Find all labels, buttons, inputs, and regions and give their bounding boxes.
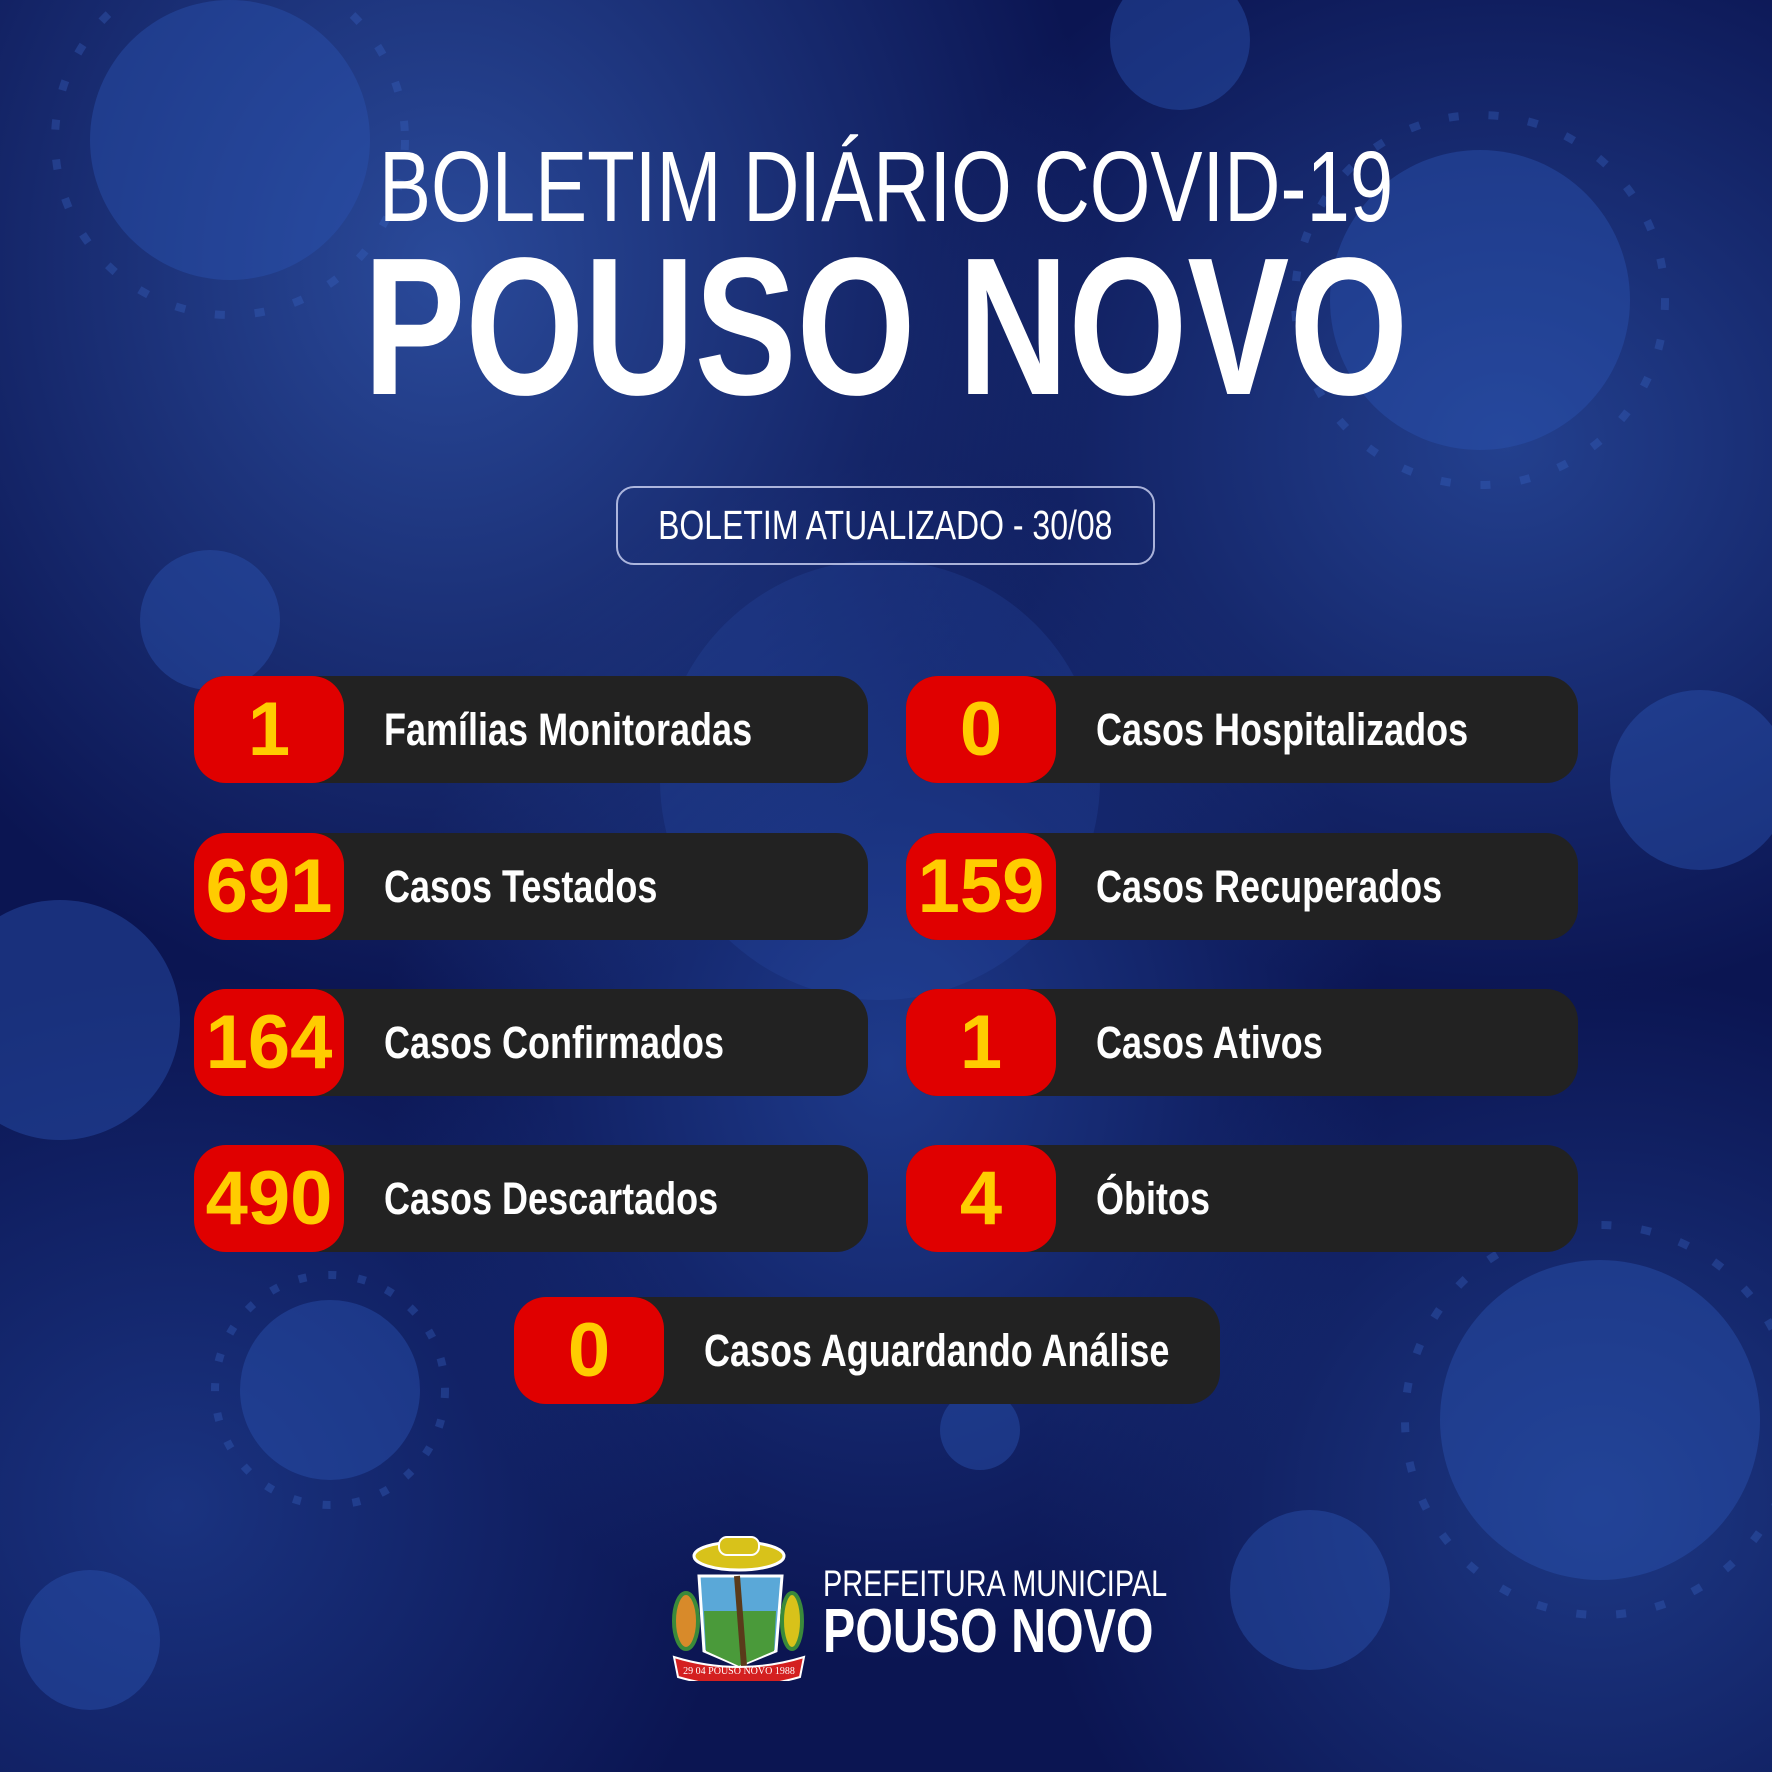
city-title: POUSO NOVO [0, 217, 1772, 436]
stat-value: 490 [194, 1145, 344, 1252]
stat-label: Casos Recuperados [1096, 860, 1443, 912]
stat-value: 0 [514, 1297, 664, 1404]
title-line2: POUSO NOVO [363, 217, 1409, 436]
stat-label: Casos Hospitalizados [1096, 703, 1469, 755]
org-name-line2: POUSO NOVO [823, 1596, 1247, 1667]
stat-casos-hospitalizados: 0 Casos Hospitalizados [906, 676, 1578, 783]
stat-obitos: 4 Óbitos [906, 1145, 1578, 1252]
stat-familias-monitoradas: 1 Famílias Monitoradas [194, 676, 868, 783]
update-date-text: BOLETIM ATUALIZADO - 30/08 [658, 502, 1113, 548]
bulletin-title: BOLETIM DIÁRIO COVID-19 [0, 132, 1772, 242]
stat-label: Casos Confirmados [384, 1016, 725, 1068]
stat-casos-aguardando-analise: 0 Casos Aguardando Análise [514, 1297, 1220, 1404]
stat-label: Casos Aguardando Análise [704, 1324, 1170, 1376]
stat-value: 159 [906, 833, 1056, 940]
stat-label: Casos Testados [384, 860, 658, 912]
update-date-badge: BOLETIM ATUALIZADO - 30/08 [616, 486, 1155, 565]
stat-casos-descartados: 490 Casos Descartados [194, 1145, 868, 1252]
stat-casos-confirmados: 164 Casos Confirmados [194, 989, 868, 1096]
org-line2-text: POUSO NOVO [823, 1597, 1154, 1666]
stat-value: 691 [194, 833, 344, 940]
stat-label: Famílias Monitoradas [384, 703, 753, 755]
stat-label: Casos Ativos [1096, 1016, 1323, 1068]
stat-casos-recuperados: 159 Casos Recuperados [906, 833, 1578, 940]
stat-value: 164 [194, 989, 344, 1096]
org-name-line1: PREFEITURA MUNICIPAL [823, 1563, 1264, 1605]
stat-value: 1 [194, 676, 344, 783]
stat-label: Casos Descartados [384, 1172, 719, 1224]
stat-value: 1 [906, 989, 1056, 1096]
title-line1: BOLETIM DIÁRIO COVID-19 [378, 131, 1394, 243]
municipal-crest-icon [672, 1536, 806, 1681]
stat-label: Óbitos [1096, 1172, 1210, 1224]
org-line1-text: PREFEITURA MUNICIPAL [823, 1563, 1168, 1604]
stat-casos-testados: 691 Casos Testados [194, 833, 868, 940]
crest-ribbon-text: 29 04 POUSO NOVO 1988 [683, 1666, 795, 1677]
stat-casos-ativos: 1 Casos Ativos [906, 989, 1578, 1096]
stat-value: 4 [906, 1145, 1056, 1252]
stat-value: 0 [906, 676, 1056, 783]
